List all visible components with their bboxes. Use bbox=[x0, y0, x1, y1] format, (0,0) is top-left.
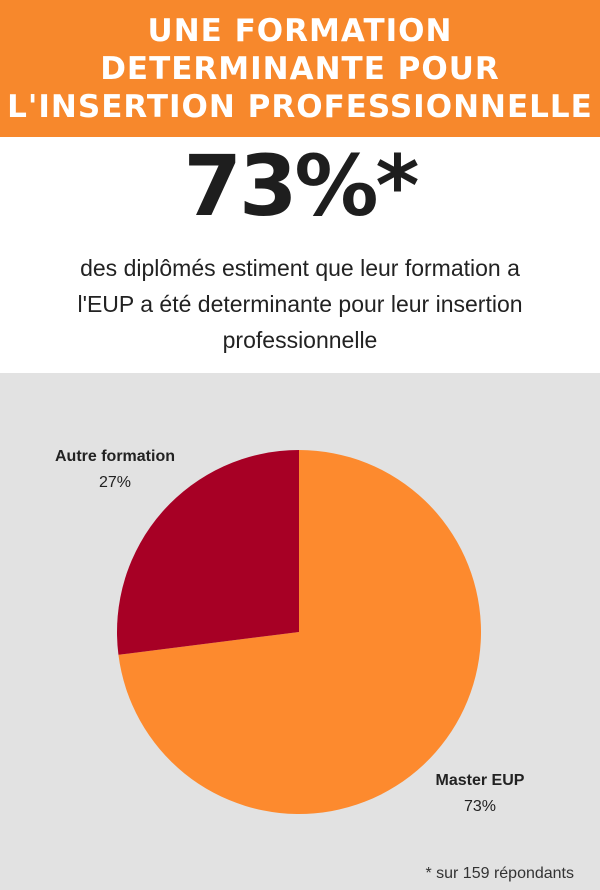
stat-description-line-2: l'EUP a été determinante pour leur inser… bbox=[77, 291, 523, 317]
slice-value-master-eup: 73% bbox=[463, 798, 497, 815]
title-banner: UNE FORMATION DETERMINANTE POUR L'INSERT… bbox=[0, 0, 600, 137]
banner-title-line-2: DETERMINANTE POUR bbox=[100, 50, 500, 87]
slice-value-autre-formation: 27% bbox=[98, 474, 132, 491]
pie-slice-master-eup bbox=[118, 450, 482, 814]
pie-chart bbox=[117, 450, 482, 814]
slice-name-master-eup: Master EUP bbox=[435, 772, 525, 789]
slice-label-master-eup: Master EUP 73% bbox=[405, 768, 555, 820]
banner-title-line-1: UNE FORMATION bbox=[147, 12, 453, 49]
slice-label-autre-formation: Autre formation 27% bbox=[30, 444, 200, 496]
stat-description-line-3: professionnelle bbox=[222, 327, 378, 353]
pie-slice-autre-formation bbox=[117, 450, 299, 655]
banner-title-line-3: L'INSERTION PROFESSIONNELLE bbox=[7, 88, 593, 125]
stat-description-line-1: des diplômés estiment que leur formation… bbox=[80, 255, 520, 281]
headline-stat: 73%* bbox=[183, 137, 420, 235]
footnote: * sur 159 répondants bbox=[425, 865, 574, 882]
pie-chart-panel: Autre formation 27% Master EUP 73% * sur… bbox=[0, 373, 600, 890]
stat-description: des diplômés estiment que leur formation… bbox=[20, 250, 580, 358]
slice-name-autre-formation: Autre formation bbox=[55, 448, 175, 465]
